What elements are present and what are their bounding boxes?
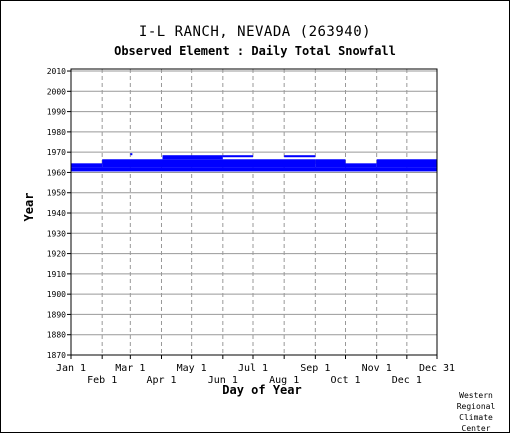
x-tick-label: May 1 — [177, 363, 207, 374]
snowfall-record-bar — [376, 159, 437, 168]
credit-line: Western — [459, 391, 493, 400]
x-tick-label: Jun 1 — [208, 375, 238, 386]
x-tick-label: Feb 1 — [87, 375, 117, 386]
y-tick-label: 2010 — [47, 67, 66, 76]
snowfall-record-bar — [315, 159, 346, 168]
snowfall-record-bar — [71, 163, 103, 168]
x-tick-label: Mar 1 — [115, 363, 145, 374]
x-tick-label: Dec 31 — [419, 363, 455, 374]
y-tick-label: 1980 — [47, 128, 66, 137]
x-tick-label: Oct 1 — [330, 375, 360, 386]
data-series — [71, 153, 437, 172]
x-tick-label: Dec 1 — [392, 375, 422, 386]
snowfall-record-bar — [130, 153, 133, 156]
snowfall-record-bar — [162, 155, 223, 160]
y-tick-label: 1920 — [47, 250, 66, 259]
x-tick-label: Sep 1 — [300, 363, 330, 374]
plot-area-border — [70, 68, 438, 356]
y-axis-label: Year — [22, 193, 36, 222]
snowfall-record-bar — [284, 155, 316, 158]
x-tick-label: Apr 1 — [146, 375, 176, 386]
y-tick-label: 1940 — [47, 209, 66, 218]
y-tick-label: 1950 — [47, 189, 66, 198]
x-tick-label: Nov 1 — [362, 363, 392, 374]
y-tick-label: 1930 — [47, 229, 66, 238]
x-tick-label: Jan 1 — [56, 363, 86, 374]
credit-block: Western Regional Climate Center — [446, 390, 506, 434]
y-tick-label: 1880 — [47, 331, 66, 340]
y-tick-label: 1990 — [47, 108, 66, 117]
x-tick-labels: Jan 1 Mar 1 May 1 Jul 1 Sep 1 Nov 1 Dec 31 Feb … — [56, 363, 455, 386]
y-tick-label: 1870 — [47, 351, 66, 360]
x-tick-label: Jul 1 — [238, 363, 268, 374]
y-tick-label: 1910 — [47, 270, 66, 279]
y-tick-label: 1970 — [47, 148, 66, 157]
y-tick-label: 1890 — [47, 310, 66, 319]
credit-line: Climate — [459, 413, 493, 422]
x-axis-label: Day of Year — [222, 383, 301, 397]
credit-line: Center — [461, 424, 491, 433]
y-tick-label: 1900 — [47, 290, 66, 299]
y-tick-labels: 1870 1880 1890 1900 1910 1920 1930 1940 1950 1960… — [47, 67, 66, 360]
y-tick-label: 2000 — [47, 87, 66, 96]
snowfall-record-bar — [102, 159, 163, 168]
chart-subtitle: Observed Element : Daily Total Snowfall — [114, 44, 396, 58]
x-tick-label: Aug 1 — [269, 375, 299, 386]
snowfall-record-bar — [222, 155, 253, 158]
grid-lines — [67, 69, 438, 359]
chart-title: I-L RANCH, NEVADA (263940) — [138, 24, 372, 40]
snowfall-record-bar — [345, 163, 377, 168]
credit-line: Regional — [456, 402, 496, 411]
snowfall-record-bar — [71, 167, 437, 172]
y-tick-label: 1960 — [47, 168, 66, 177]
snowfall-record-bar — [162, 159, 316, 168]
